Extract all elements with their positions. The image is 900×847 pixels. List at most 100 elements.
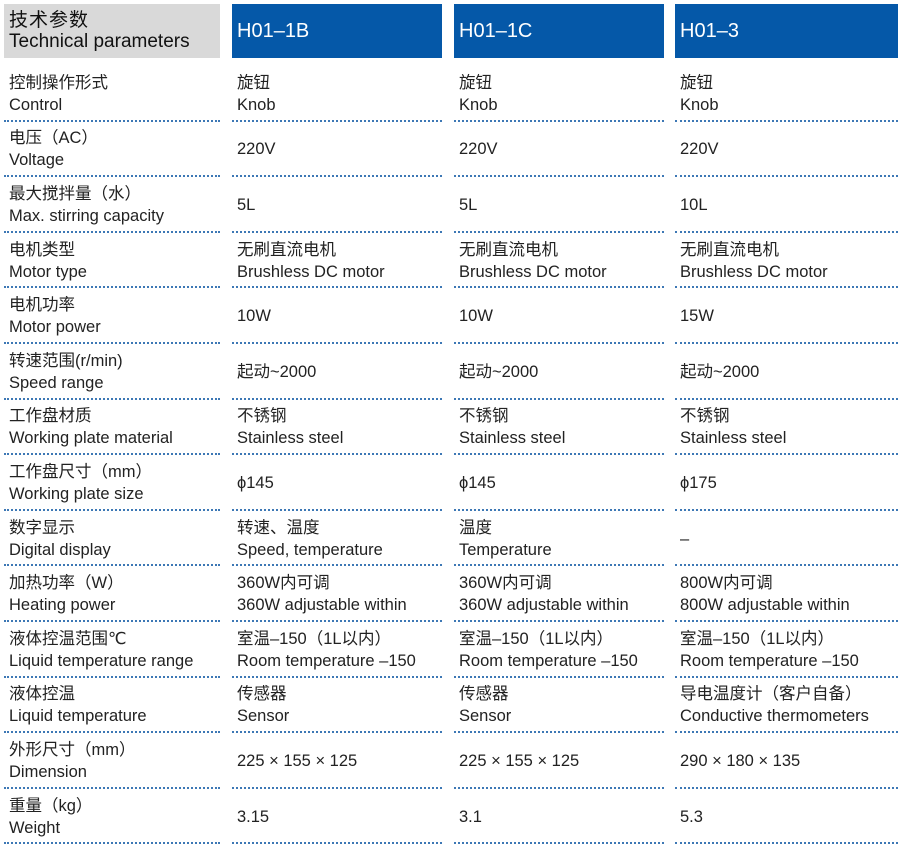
value-cell: 起动~2000 [232, 344, 442, 400]
value-primary: 360W内可调 [237, 574, 330, 593]
value-cell: 5L [454, 177, 664, 233]
value-primary: 15W [680, 307, 714, 326]
value-primary: 3.15 [237, 807, 270, 826]
label-en: Dimension [9, 762, 87, 781]
value-cell: 旋钮 Knob [675, 66, 898, 122]
value-cell: – [675, 511, 898, 567]
value-en: Conductive thermometers [680, 707, 869, 726]
value-en: Knob [680, 95, 719, 114]
value-cell: 220V [454, 122, 664, 178]
value-en: 360W adjustable within [459, 596, 629, 615]
label-zh: 转速范围(r/min) [9, 351, 123, 370]
parameter-label: 电压（AC） Voltage [4, 122, 220, 178]
value-en: 360W adjustable within [237, 596, 407, 615]
value-cell: 导电温度计（客户自备） Conductive thermometers [675, 678, 898, 734]
value-primary: 转速、温度 [237, 518, 320, 537]
value-primary: 360W内可调 [459, 574, 552, 593]
value-primary: 5L [237, 195, 256, 214]
value-primary: 导电温度计（客户自备） [680, 685, 862, 704]
label-zh: 液体控温范围℃ [9, 629, 127, 648]
model-header: H01–1B [232, 4, 442, 58]
value-cell: 220V [675, 122, 898, 178]
value-cell: 无刷直流电机 Brushless DC motor [232, 233, 442, 289]
value-cell: 10W [454, 288, 664, 344]
label-zh: 电机类型 [9, 240, 75, 259]
value-primary: 10W [459, 307, 493, 326]
label-en: Weight [9, 818, 61, 837]
value-cell: 15W [675, 288, 898, 344]
parameters-header: 技术参数 Technical parameters [4, 4, 220, 58]
value-en: Stainless steel [237, 429, 344, 448]
label-en: Heating power [9, 596, 116, 615]
value-primary: – [680, 529, 690, 548]
label-en: Max. stirring capacity [9, 206, 164, 225]
value-cell: 360W内可调 360W adjustable within [454, 566, 664, 622]
value-cell: 5L [232, 177, 442, 233]
value-primary: 5.3 [680, 807, 703, 826]
value-cell: 室温–150（1L以内） Room temperature –150 [454, 622, 664, 678]
value-primary: 无刷直流电机 [237, 240, 336, 259]
parameter-label: 数字显示 Digital display [4, 511, 220, 567]
label-zh: 外形尺寸（mm） [9, 740, 136, 759]
label-en: Speed range [9, 373, 104, 392]
value-cell: 温度 Temperature [454, 511, 664, 567]
parameter-label: 最大搅拌量（水） Max. stirring capacity [4, 177, 220, 233]
value-primary: 传感器 [459, 685, 509, 704]
value-en: 800W adjustable within [680, 596, 850, 615]
value-en: Speed, temperature [237, 540, 383, 559]
value-cell: 室温–150（1L以内） Room temperature –150 [232, 622, 442, 678]
value-cell: 无刷直流电机 Brushless DC motor [454, 233, 664, 289]
model-header: H01–3 [675, 4, 898, 58]
value-cell: 3.15 [232, 789, 442, 845]
parameter-label: 外形尺寸（mm） Dimension [4, 733, 220, 789]
value-primary: 220V [680, 140, 719, 159]
parameter-label: 重量（kg） Weight [4, 789, 220, 845]
value-en: Brushless DC motor [680, 262, 828, 281]
value-primary: 起动~2000 [237, 362, 317, 381]
value-cell: 无刷直流电机 Brushless DC motor [675, 233, 898, 289]
value-cell: 传感器 Sensor [454, 678, 664, 734]
parameter-label: 转速范围(r/min) Speed range [4, 344, 220, 400]
parameter-label: 电机功率 Motor power [4, 288, 220, 344]
value-primary: 220V [237, 140, 276, 159]
value-cell: 225 × 155 × 125 [454, 733, 664, 789]
value-primary: ϕ145 [237, 473, 274, 492]
value-primary: 旋钮 [680, 73, 713, 92]
value-primary: 无刷直流电机 [680, 240, 779, 259]
value-en: Temperature [459, 540, 552, 559]
value-en: Room temperature –150 [459, 651, 638, 670]
value-cell: 不锈钢 Stainless steel [675, 400, 898, 456]
label-zh: 控制操作形式 [9, 73, 108, 92]
label-en: Liquid temperature range [9, 651, 194, 670]
parameter-label: 工作盘材质 Working plate material [4, 400, 220, 456]
value-primary: ϕ175 [680, 473, 717, 492]
value-en: Stainless steel [680, 429, 787, 448]
value-primary: 10W [237, 307, 271, 326]
value-primary: 10L [680, 195, 708, 214]
value-en: Room temperature –150 [680, 651, 859, 670]
label-zh: 电压（AC） [9, 129, 98, 148]
value-cell: 起动~2000 [454, 344, 664, 400]
value-en: Room temperature –150 [237, 651, 416, 670]
label-zh: 液体控温 [9, 685, 75, 704]
value-cell: 不锈钢 Stainless steel [454, 400, 664, 456]
value-primary: 225 × 155 × 125 [237, 751, 358, 770]
value-primary: 传感器 [237, 685, 287, 704]
label-zh: 加热功率（W） [9, 574, 124, 593]
value-cell: 10L [675, 177, 898, 233]
value-cell: ϕ175 [675, 455, 898, 511]
value-primary: 旋钮 [459, 73, 492, 92]
value-cell: 10W [232, 288, 442, 344]
value-primary: 不锈钢 [680, 407, 730, 426]
label-en: Digital display [9, 540, 111, 559]
value-primary: 不锈钢 [237, 407, 287, 426]
value-cell: 220V [232, 122, 442, 178]
value-primary: 无刷直流电机 [459, 240, 558, 259]
value-cell: 旋钮 Knob [232, 66, 442, 122]
label-en: Motor type [9, 262, 87, 281]
value-primary: 225 × 155 × 125 [459, 751, 580, 770]
label-zh: 工作盘尺寸（mm） [9, 462, 152, 481]
label-en: Voltage [9, 151, 65, 170]
model-header: H01–1C [454, 4, 664, 58]
label-en: Control [9, 95, 63, 114]
